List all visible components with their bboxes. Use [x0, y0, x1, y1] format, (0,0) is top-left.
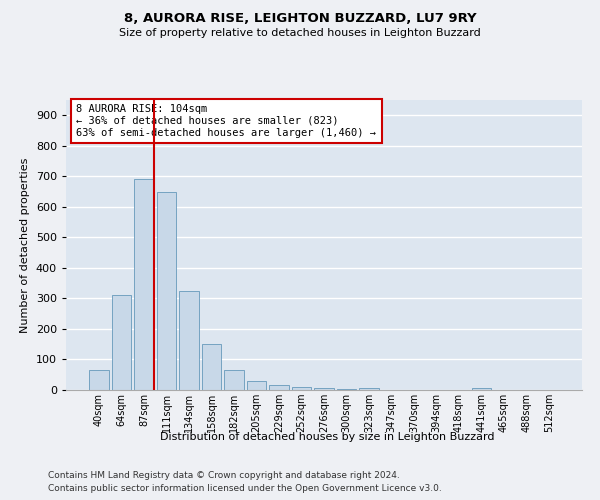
- Bar: [269, 386, 289, 390]
- Bar: [292, 387, 311, 390]
- Text: Contains public sector information licensed under the Open Government Licence v3: Contains public sector information licen…: [48, 484, 442, 493]
- Bar: [112, 296, 131, 390]
- Bar: [179, 291, 199, 390]
- Bar: [224, 370, 244, 390]
- Bar: [247, 381, 266, 390]
- Text: 8 AURORA RISE: 104sqm
← 36% of detached houses are smaller (823)
63% of semi-det: 8 AURORA RISE: 104sqm ← 36% of detached …: [76, 104, 376, 138]
- Bar: [89, 370, 109, 390]
- Text: Distribution of detached houses by size in Leighton Buzzard: Distribution of detached houses by size …: [160, 432, 494, 442]
- Y-axis label: Number of detached properties: Number of detached properties: [20, 158, 30, 332]
- Text: 8, AURORA RISE, LEIGHTON BUZZARD, LU7 9RY: 8, AURORA RISE, LEIGHTON BUZZARD, LU7 9R…: [124, 12, 476, 26]
- Bar: [314, 388, 334, 390]
- Bar: [157, 192, 176, 390]
- Text: Contains HM Land Registry data © Crown copyright and database right 2024.: Contains HM Land Registry data © Crown c…: [48, 470, 400, 480]
- Bar: [359, 388, 379, 390]
- Text: Size of property relative to detached houses in Leighton Buzzard: Size of property relative to detached ho…: [119, 28, 481, 38]
- Bar: [134, 180, 154, 390]
- Bar: [472, 388, 491, 390]
- Bar: [202, 344, 221, 390]
